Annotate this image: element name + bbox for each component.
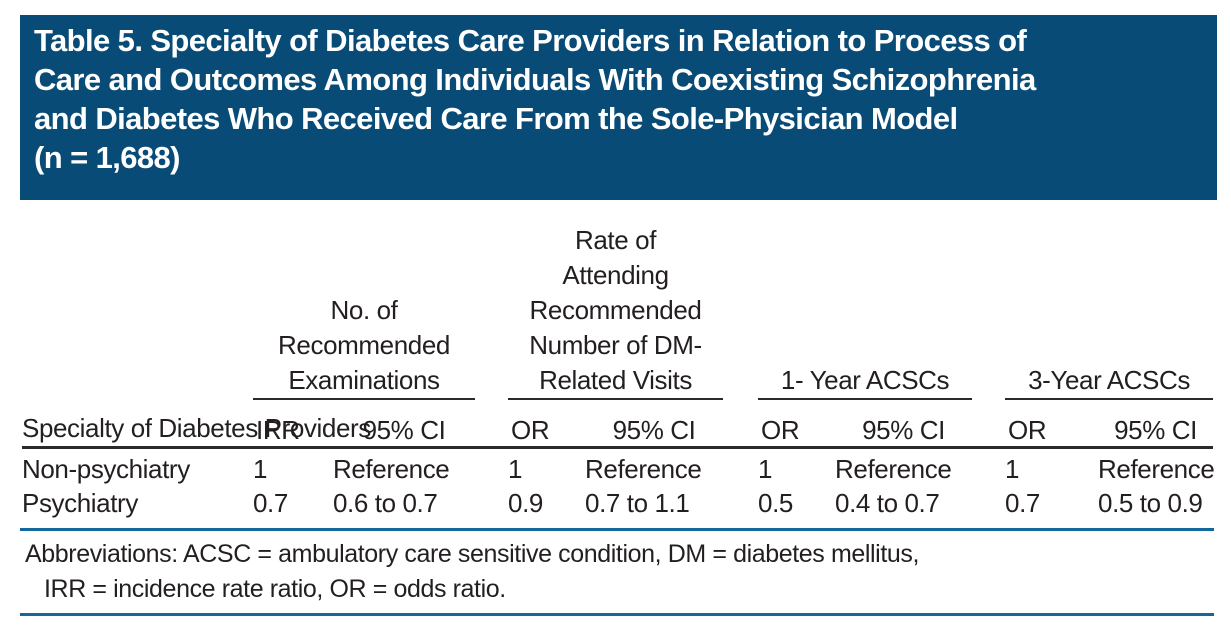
row-label: Psychiatry (22, 488, 138, 518)
cell-value: Reference (1098, 454, 1215, 484)
stub-header-text: Specialty of Diabetes Providers (22, 413, 371, 443)
cell-value: 0.6 to 0.7 (333, 488, 438, 518)
cell-value: 0.5 to 0.9 (1098, 488, 1203, 518)
column-group-label: 3-Year ACSCs (1028, 365, 1190, 395)
cell-value: 0.5 (758, 488, 793, 518)
divider-rule-blue (20, 528, 1214, 531)
stub-header: Specialty of Diabetes Providers (22, 205, 371, 449)
table-row: Non-psychiatry 1 Reference 1 Reference 1… (22, 448, 1215, 487)
column-group-header-3yr-acscs: 3-Year ACSCs (1005, 205, 1214, 400)
cell-value: Reference (585, 454, 702, 484)
column-spacer (723, 448, 758, 487)
column-spacer (972, 448, 1005, 487)
cell-value: 1 (1005, 454, 1020, 484)
cell-value: 0.9 (508, 488, 543, 518)
subcolumn-header-or: OR (1005, 399, 1099, 449)
subcolumn-header-or: OR (508, 399, 586, 449)
column-spacer (972, 205, 1006, 449)
data-table: Specialty of Diabetes Providers No. of R… (22, 205, 1215, 520)
column-spacer (723, 486, 758, 520)
column-group-label: Rate of Attending Recommended Number of … (529, 225, 702, 395)
cell-value: 1 (508, 454, 523, 484)
column-group-header-1yr-acscs: 1- Year ACSCs (758, 205, 973, 400)
subcolumn-header-ci: 95% CI (1098, 399, 1214, 449)
cell-value: 0.4 to 0.7 (835, 488, 940, 518)
cell-value: Reference (333, 454, 450, 484)
cell-value: 0.7 (1005, 488, 1040, 518)
column-group-header-dm-visits: Rate of Attending Recommended Number of … (508, 205, 724, 400)
cell-value: Reference (835, 454, 952, 484)
table-row: Psychiatry 0.7 0.6 to 0.7 0.9 0.7 to 1.1… (22, 486, 1213, 520)
table-title: Table 5. Specialty of Diabetes Care Prov… (34, 23, 1036, 175)
cell-value: 0.7 to 1.1 (585, 488, 690, 518)
subcolumn-header-or: OR (758, 399, 836, 449)
row-label: Non-psychiatry (22, 454, 190, 484)
column-group-label: No. of Recommended Examinations (278, 295, 450, 395)
abbreviations-line: Abbreviations: ACSC = ambulatory care se… (25, 540, 920, 568)
cell-value: 0.7 (253, 488, 288, 518)
abbreviations-line: IRR = incidence rate ratio, OR = odds ra… (44, 575, 506, 603)
table-title-banner: Table 5. Specialty of Diabetes Care Prov… (20, 15, 1217, 200)
column-spacer (475, 205, 509, 449)
divider-rule-blue (20, 613, 1214, 616)
cell-value: 1 (758, 454, 773, 484)
column-group-header-examinations: No. of Recommended Examinations (253, 205, 476, 400)
column-spacer (475, 486, 508, 520)
column-spacer (723, 205, 759, 449)
cell-value: 1 (253, 454, 268, 484)
column-spacer (475, 448, 508, 487)
subcolumn-header-ci: 95% CI (333, 399, 476, 449)
subcolumn-header-row: IRR 95% CI OR 95% CI OR 95% CI OR 95% CI (22, 399, 1214, 449)
subcolumn-header-ci: 95% CI (835, 399, 973, 449)
column-group-header-row: Specialty of Diabetes Providers No. of R… (22, 205, 1214, 449)
subcolumn-header-ci: 95% CI (585, 399, 724, 449)
column-spacer (972, 486, 1005, 520)
column-group-label: 1- Year ACSCs (780, 365, 950, 395)
abbreviations-note: Abbreviations: ACSC = ambulatory care se… (25, 537, 919, 607)
subcolumn-header-irr: IRR (253, 399, 333, 449)
